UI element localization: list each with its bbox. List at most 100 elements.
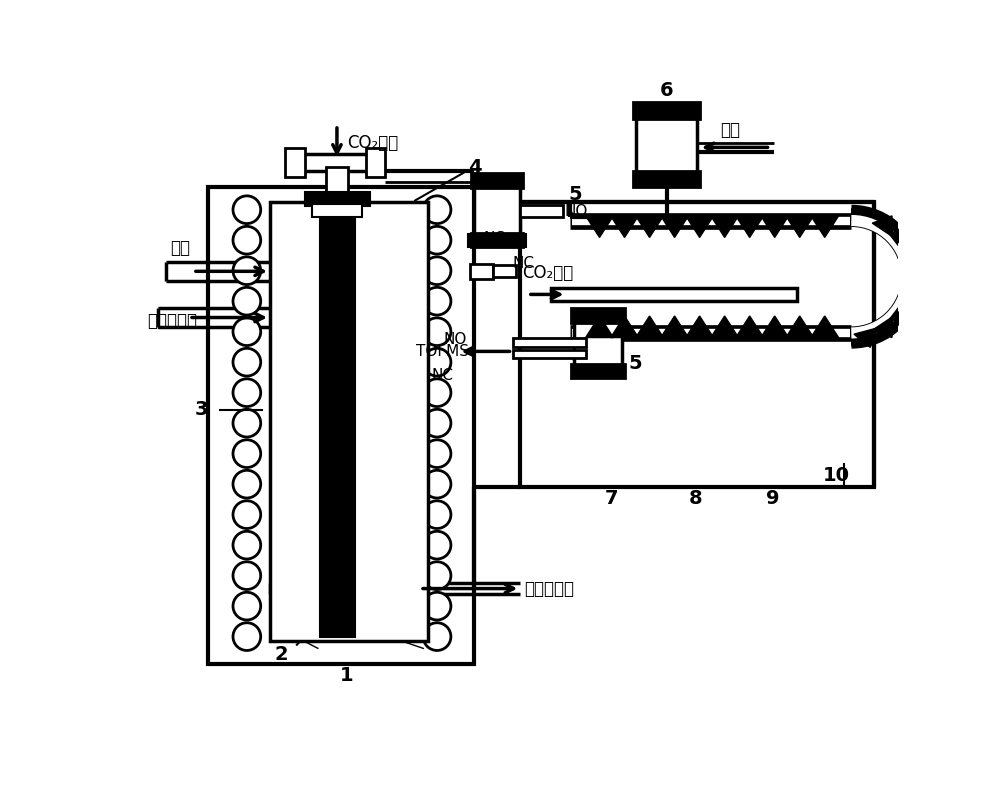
Text: NC: NC bbox=[432, 368, 454, 383]
Circle shape bbox=[423, 562, 451, 590]
Circle shape bbox=[233, 287, 261, 315]
Text: 载气: 载气 bbox=[170, 239, 190, 257]
Polygon shape bbox=[636, 316, 663, 338]
Circle shape bbox=[233, 318, 261, 346]
Polygon shape bbox=[736, 316, 764, 338]
Polygon shape bbox=[711, 316, 738, 338]
Text: CO₂入口: CO₂入口 bbox=[522, 264, 573, 282]
Bar bbox=[305, 192, 370, 206]
Bar bbox=[512, 350, 586, 358]
Text: 3: 3 bbox=[195, 401, 208, 420]
Polygon shape bbox=[586, 216, 613, 238]
Bar bbox=[270, 202, 428, 641]
Circle shape bbox=[423, 531, 451, 559]
Circle shape bbox=[233, 379, 261, 406]
Circle shape bbox=[233, 531, 261, 559]
Circle shape bbox=[423, 592, 451, 620]
Text: 9: 9 bbox=[766, 489, 780, 508]
Polygon shape bbox=[811, 316, 839, 338]
Text: NC: NC bbox=[512, 256, 534, 271]
Polygon shape bbox=[711, 216, 738, 238]
Bar bbox=[633, 172, 700, 187]
Bar bbox=[312, 203, 362, 217]
Bar bbox=[301, 154, 374, 172]
Circle shape bbox=[233, 348, 261, 376]
Polygon shape bbox=[908, 264, 924, 289]
Bar bbox=[574, 314, 622, 371]
Bar bbox=[326, 168, 348, 202]
Bar bbox=[471, 172, 523, 188]
Polygon shape bbox=[636, 216, 663, 238]
Circle shape bbox=[233, 592, 261, 620]
Bar bbox=[474, 179, 520, 240]
Circle shape bbox=[423, 470, 451, 498]
Text: 1: 1 bbox=[340, 666, 354, 685]
Polygon shape bbox=[872, 317, 893, 338]
Bar bbox=[208, 187, 474, 664]
Circle shape bbox=[233, 622, 261, 650]
Bar bbox=[520, 205, 563, 217]
Polygon shape bbox=[661, 216, 688, 238]
Bar bbox=[571, 307, 625, 323]
Polygon shape bbox=[854, 328, 878, 347]
Polygon shape bbox=[811, 216, 839, 238]
Text: TOFMS: TOFMS bbox=[416, 344, 469, 359]
Circle shape bbox=[233, 409, 261, 437]
Circle shape bbox=[233, 562, 261, 590]
Bar bbox=[471, 233, 523, 247]
Bar bbox=[633, 102, 700, 119]
Circle shape bbox=[423, 227, 451, 254]
Circle shape bbox=[423, 622, 451, 650]
Bar bbox=[636, 109, 697, 179]
Text: 样品气出口: 样品气出口 bbox=[524, 579, 574, 598]
Text: 5: 5 bbox=[568, 185, 582, 203]
Bar bbox=[512, 338, 586, 347]
Text: 8: 8 bbox=[689, 489, 703, 508]
Text: 6: 6 bbox=[660, 81, 673, 100]
Polygon shape bbox=[786, 216, 814, 238]
Circle shape bbox=[233, 196, 261, 223]
Bar bbox=[285, 148, 305, 177]
Text: NO: NO bbox=[443, 332, 467, 346]
Text: CO₂入口: CO₂入口 bbox=[347, 134, 398, 152]
Text: 样品气入口: 样品气入口 bbox=[147, 312, 197, 330]
Circle shape bbox=[233, 440, 261, 468]
Text: 载气: 载气 bbox=[720, 121, 740, 140]
Circle shape bbox=[233, 501, 261, 528]
Polygon shape bbox=[686, 316, 713, 338]
Circle shape bbox=[233, 257, 261, 285]
Polygon shape bbox=[586, 316, 613, 338]
Polygon shape bbox=[888, 301, 909, 322]
Polygon shape bbox=[761, 316, 789, 338]
Text: 5: 5 bbox=[628, 354, 642, 373]
Bar bbox=[366, 148, 385, 177]
Circle shape bbox=[423, 379, 451, 406]
Circle shape bbox=[423, 196, 451, 223]
Bar bbox=[470, 263, 493, 279]
Polygon shape bbox=[901, 247, 921, 271]
Circle shape bbox=[423, 348, 451, 376]
Circle shape bbox=[423, 409, 451, 437]
Polygon shape bbox=[761, 216, 789, 238]
Polygon shape bbox=[611, 216, 638, 238]
Text: NC: NC bbox=[483, 231, 505, 247]
Circle shape bbox=[423, 318, 451, 346]
Bar bbox=[493, 265, 516, 278]
Bar bbox=[571, 364, 625, 377]
Polygon shape bbox=[661, 316, 688, 338]
Circle shape bbox=[423, 287, 451, 315]
Circle shape bbox=[233, 227, 261, 254]
Text: 10: 10 bbox=[822, 466, 849, 485]
Circle shape bbox=[423, 440, 451, 468]
Text: 4: 4 bbox=[468, 158, 481, 177]
Bar bbox=[320, 206, 355, 637]
Text: 7: 7 bbox=[604, 489, 618, 508]
Polygon shape bbox=[686, 216, 713, 238]
Bar bbox=[551, 288, 797, 301]
Circle shape bbox=[233, 470, 261, 498]
Polygon shape bbox=[611, 316, 638, 338]
Polygon shape bbox=[888, 232, 909, 252]
Polygon shape bbox=[736, 216, 764, 238]
Bar bbox=[468, 235, 526, 247]
Polygon shape bbox=[786, 316, 814, 338]
